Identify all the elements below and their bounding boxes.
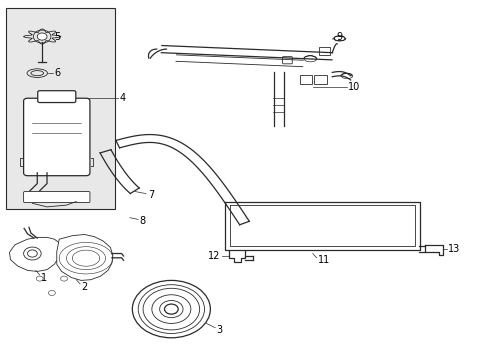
- FancyBboxPatch shape: [5, 8, 115, 209]
- Ellipse shape: [27, 69, 47, 77]
- FancyBboxPatch shape: [319, 47, 329, 55]
- FancyBboxPatch shape: [38, 91, 76, 103]
- Text: 9: 9: [335, 32, 342, 42]
- Text: 11: 11: [317, 255, 329, 265]
- Circle shape: [23, 247, 41, 260]
- Circle shape: [138, 285, 204, 333]
- Text: 4: 4: [119, 93, 125, 103]
- Text: 3: 3: [216, 325, 222, 334]
- Ellipse shape: [31, 71, 43, 76]
- Polygon shape: [9, 237, 61, 271]
- Text: 1: 1: [41, 273, 47, 283]
- Polygon shape: [57, 234, 113, 280]
- Text: 10: 10: [347, 82, 360, 92]
- FancyBboxPatch shape: [23, 192, 90, 203]
- Circle shape: [132, 280, 210, 338]
- Text: 6: 6: [54, 68, 61, 78]
- Text: 2: 2: [81, 282, 87, 292]
- Text: 13: 13: [447, 244, 459, 254]
- FancyBboxPatch shape: [314, 75, 326, 84]
- Circle shape: [36, 276, 43, 281]
- Circle shape: [27, 250, 37, 257]
- Circle shape: [48, 291, 55, 296]
- Text: 7: 7: [148, 190, 154, 200]
- Circle shape: [33, 30, 51, 43]
- Text: 12: 12: [208, 251, 220, 261]
- Circle shape: [61, 276, 67, 281]
- Circle shape: [164, 304, 178, 314]
- Circle shape: [37, 33, 47, 40]
- FancyBboxPatch shape: [23, 98, 90, 176]
- FancyBboxPatch shape: [282, 57, 292, 64]
- Text: 5: 5: [54, 32, 61, 41]
- Text: 8: 8: [140, 216, 145, 226]
- Circle shape: [159, 301, 183, 318]
- Circle shape: [152, 295, 190, 323]
- Circle shape: [143, 288, 199, 330]
- FancyBboxPatch shape: [299, 75, 312, 84]
